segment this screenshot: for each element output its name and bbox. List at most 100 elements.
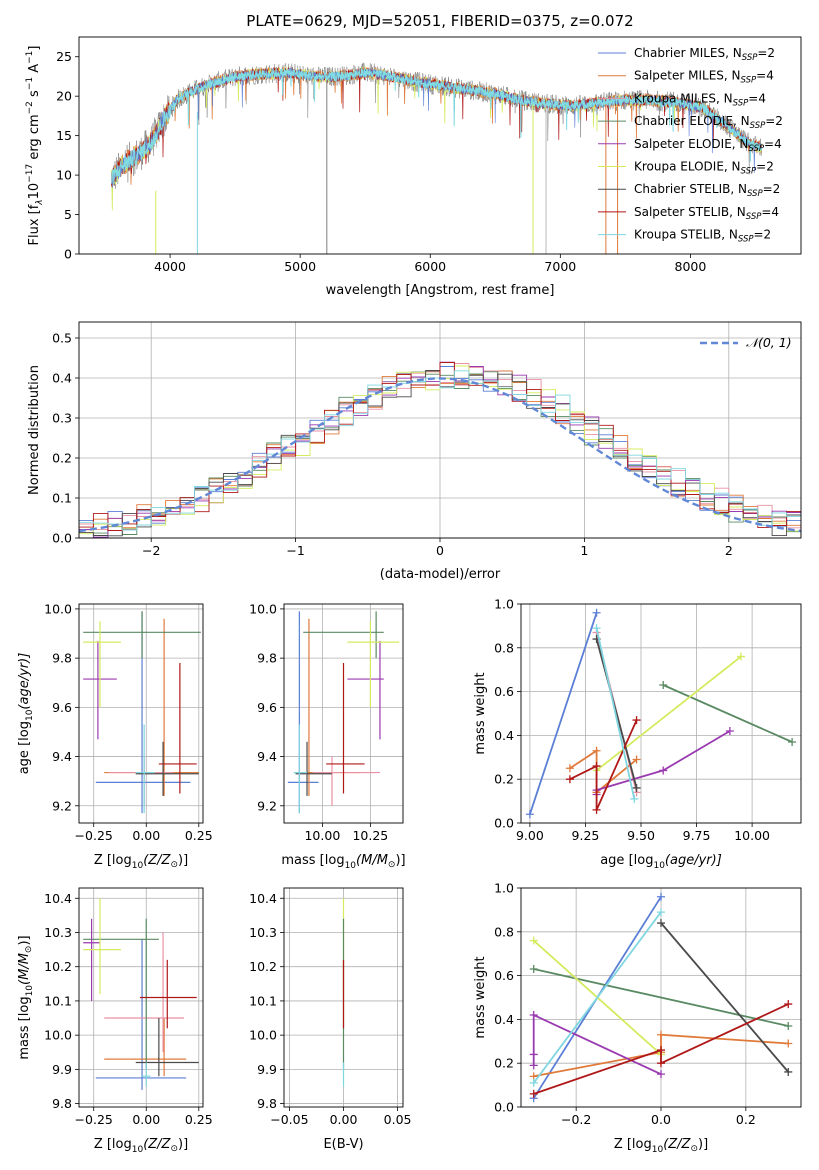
y-tick-label: 0.8 bbox=[494, 924, 514, 939]
y-tick-label: 15 bbox=[56, 128, 72, 143]
label-subscript: 10 bbox=[132, 861, 144, 871]
y-tick-label: 0.2 bbox=[494, 772, 514, 787]
label-part: )] bbox=[178, 1137, 188, 1152]
y-tick-label: 0.6 bbox=[494, 968, 514, 983]
plot-area bbox=[287, 611, 400, 814]
weight-series bbox=[565, 716, 641, 814]
y-tick-label: 0.5 bbox=[52, 331, 72, 346]
y-tick-label: 9.6 bbox=[52, 700, 72, 715]
y-tick-label: 9.6 bbox=[257, 700, 277, 715]
label-subscript: λ bbox=[35, 199, 45, 205]
plot-area bbox=[111, 62, 763, 254]
label-part: (M/M bbox=[17, 953, 32, 985]
series-marker bbox=[592, 746, 601, 755]
y-tick-label: 10.0 bbox=[249, 1028, 277, 1043]
label-part: erg cm bbox=[27, 114, 42, 163]
x-axis-label: age [log10(age/yr)] bbox=[600, 853, 722, 871]
axes-age-vs-z: −0.25 0.00 0.259.29.49.69.810.0Z [log10(Z/… bbox=[17, 601, 213, 871]
error-bar-point bbox=[326, 663, 365, 794]
series-line bbox=[595, 638, 638, 789]
label-superscript: −1 bbox=[25, 51, 35, 64]
series-line bbox=[569, 749, 638, 795]
label-subscript: 10 bbox=[345, 861, 357, 871]
label-subscript: SSP bbox=[741, 76, 757, 86]
y-tick-label: 0.1 bbox=[52, 491, 72, 506]
y-tick-label: 0.2 bbox=[494, 1056, 514, 1071]
x-tick-label: −0.2 bbox=[561, 1112, 591, 1127]
weight-series bbox=[525, 608, 601, 819]
axes-frame bbox=[283, 603, 404, 824]
axes-mass-vs-z: −0.25 0.00 0.25 9.8 9.9 10.0 10.1 10.2 10.3 10.4 Z… bbox=[17, 887, 213, 1155]
y-axis-label: Normed distribution bbox=[27, 365, 42, 495]
y-tick-label: 9.8 bbox=[52, 1096, 72, 1111]
series-marker bbox=[529, 1011, 538, 1020]
label-subscript: SSP bbox=[742, 53, 758, 63]
x-axis-label: wavelength [Angstrom, rest frame] bbox=[326, 283, 555, 298]
x-tick-label: 10.00 bbox=[734, 828, 770, 843]
axes-age-vs-mass: 10.00 10.25 9.2 9.4 9.6 9.8 10.0 mass [log10(M/… bbox=[249, 601, 405, 871]
legend-entry: Chabrier MILES, NSSP=2 bbox=[634, 46, 775, 63]
label-part: (M/M bbox=[356, 853, 388, 868]
y-tick-label: 0.2 bbox=[52, 451, 72, 466]
x-axis-label: mass [log10(M/M⊙)] bbox=[281, 853, 405, 871]
x-tick-label: 0.25 bbox=[185, 828, 213, 843]
y-tick-label: 5 bbox=[64, 207, 72, 222]
error-bar-point bbox=[312, 756, 380, 806]
x-tick-label: 0.25 bbox=[185, 1112, 213, 1127]
label-part: )] bbox=[178, 853, 188, 868]
series-marker bbox=[784, 1039, 793, 1048]
x-tick-label: 10.25 bbox=[352, 828, 388, 843]
plot-area bbox=[529, 892, 793, 1103]
y-tick-label: 10.0 bbox=[249, 601, 277, 616]
error-bar-point bbox=[293, 724, 308, 814]
label-part: (Z/Z bbox=[143, 1137, 171, 1152]
x-tick-label: 7000 bbox=[544, 259, 576, 274]
series-marker bbox=[592, 624, 601, 633]
weight-series bbox=[659, 681, 797, 746]
y-tick-label: 0.4 bbox=[52, 371, 72, 386]
legend-entry: Salpeter ELODIE, NSSP=4 bbox=[634, 137, 782, 154]
y-tick-label: 10.2 bbox=[44, 959, 72, 974]
label-part: =2 bbox=[756, 160, 774, 174]
error-bar-point bbox=[104, 1018, 187, 1077]
y-axis-label: Flux [fλ10−17 erg cm−2 s−1 A−1] bbox=[25, 46, 45, 246]
x-axis-label: Z [log10(Z/Z⊙)] bbox=[94, 853, 188, 871]
weight-series bbox=[592, 635, 641, 792]
weight-series bbox=[592, 624, 639, 803]
legend-entry: 𝒩(0, 1) bbox=[746, 335, 792, 350]
label-part: =2 bbox=[757, 46, 775, 60]
series-marker bbox=[788, 737, 797, 746]
label-part: mass [log bbox=[281, 853, 344, 868]
y-tick-label: 9.8 bbox=[257, 651, 277, 666]
y-tick-label: 0.0 bbox=[494, 1100, 514, 1115]
label-part: =2 bbox=[765, 114, 783, 128]
error-bar-point bbox=[135, 741, 199, 796]
series-marker bbox=[657, 1070, 665, 1079]
weight-series bbox=[529, 1000, 793, 1098]
series-line bbox=[533, 1033, 789, 1078]
label-part: age [log bbox=[17, 721, 32, 774]
error-bar-point bbox=[135, 724, 155, 814]
x-tick-label: 9.00 bbox=[516, 828, 544, 843]
series-marker bbox=[525, 810, 534, 819]
series-line bbox=[569, 719, 638, 811]
error-bar-point bbox=[95, 939, 187, 1090]
label-part: (Z/Z bbox=[663, 1137, 691, 1152]
y-tick-label: 9.4 bbox=[52, 749, 72, 764]
x-tick-label: 0.00 bbox=[132, 1112, 160, 1127]
y-tick-label: 10.1 bbox=[249, 993, 277, 1008]
x-tick-label: 9.75 bbox=[683, 828, 711, 843]
label-part: =4 bbox=[748, 91, 766, 105]
error-bar-point bbox=[295, 741, 332, 796]
series-marker bbox=[529, 936, 538, 945]
x-tick-label: −0.25 bbox=[75, 828, 113, 843]
series-line bbox=[662, 684, 793, 743]
series-line bbox=[532, 1013, 662, 1076]
series-marker bbox=[657, 1046, 665, 1055]
series-line bbox=[595, 627, 636, 800]
label-superscript: −1 bbox=[25, 77, 35, 90]
label-subscript: SSP bbox=[750, 121, 766, 131]
y-tick-label: 9.9 bbox=[257, 1062, 277, 1077]
